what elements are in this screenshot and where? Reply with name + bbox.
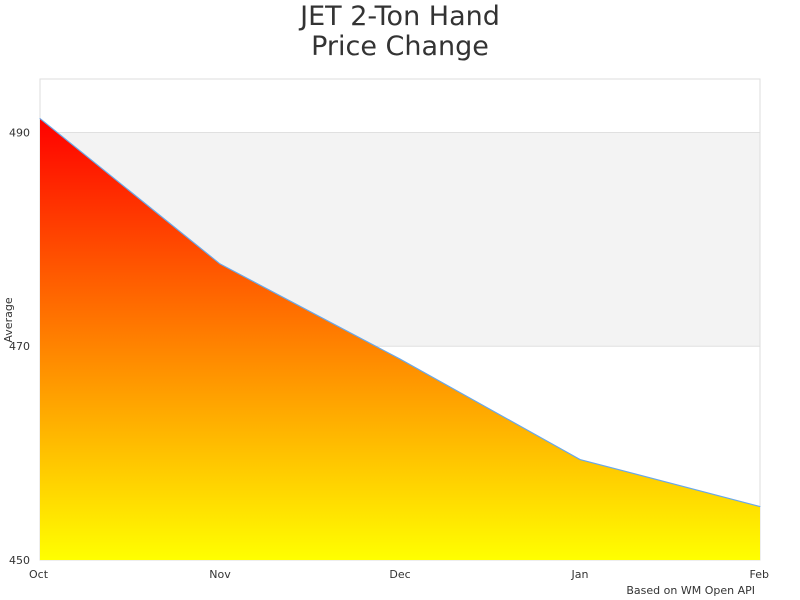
x-tick-label: Jan <box>571 568 589 581</box>
data-point <box>759 506 761 508</box>
chart-title-line-2: Price Change <box>311 31 489 62</box>
credit-text: Based on WM Open API <box>626 584 755 597</box>
x-tick-label: Oct <box>29 568 49 581</box>
data-point <box>579 459 581 461</box>
area-fill <box>40 118 760 560</box>
data-point <box>39 118 41 120</box>
y-axis-label: Average <box>2 297 15 342</box>
y-tick-label: 490 <box>9 126 30 139</box>
y-tick-label: 470 <box>9 340 30 353</box>
data-point <box>399 358 401 360</box>
chart-title-line-1: JET 2-Ton Hand <box>300 1 500 32</box>
data-point <box>219 263 221 265</box>
x-tick-label: Feb <box>750 568 769 581</box>
y-tick-label: 450 <box>9 554 30 567</box>
chart-title: JET 2-Ton Hand Price Change <box>0 2 800 62</box>
x-tick-label: Nov <box>209 568 231 581</box>
x-tick-label: Dec <box>389 568 410 581</box>
